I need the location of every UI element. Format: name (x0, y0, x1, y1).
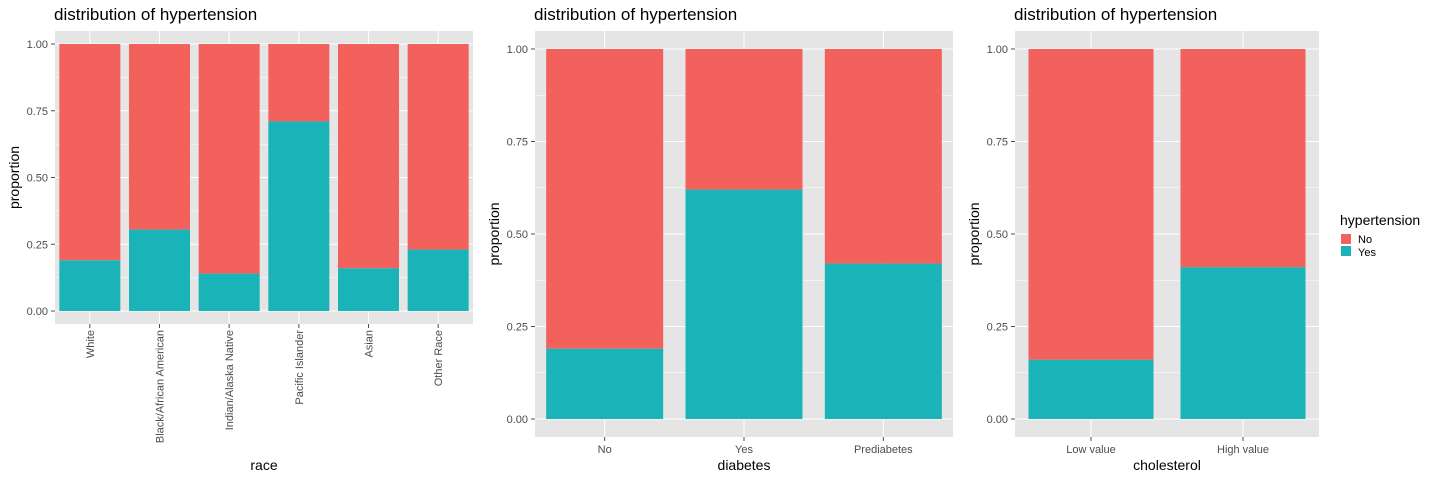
bar-yes-white (59, 260, 121, 311)
diabetes-y-tick-label: 0.50 (507, 229, 528, 241)
bar-no-indian-alaska-native (198, 44, 260, 274)
cholesterol-x-axis-label: cholesterol (1133, 457, 1201, 473)
bar-no-asian (338, 44, 399, 269)
bar-no-no (546, 49, 664, 349)
bar-no-low-value (1028, 49, 1154, 360)
cholesterol-y-tick-label: 0.25 (987, 322, 1008, 334)
cholesterol-y-tick-label: 0.75 (987, 137, 1008, 149)
bar-yes-low-value (1028, 359, 1154, 419)
legend-key-yes (1341, 246, 1351, 256)
x-tick-label-yes: Yes (735, 444, 753, 456)
bar-no-black-african-american (129, 44, 190, 230)
race-y-tick-label: 0.25 (27, 239, 48, 251)
race-y-tick-label: 0.50 (27, 173, 48, 185)
cholesterol-panel: 0.00 0.25 0.50 0.75 1.00 Low value High value d… (966, 5, 1319, 473)
bar-no-yes (685, 49, 803, 190)
legend-title: hypertension (1340, 212, 1420, 228)
diabetes-y-tick-label: 0.25 (507, 322, 528, 334)
bar-yes-black-african-american (129, 229, 190, 311)
bar-yes-high-value (1180, 267, 1306, 419)
bar-yes-asian (338, 268, 399, 311)
x-tick-label-white: White (85, 330, 97, 358)
bar-no-other-race (407, 44, 469, 250)
x-tick-label-prediabetes: Prediabetes (854, 444, 913, 456)
cholesterol-chart-title: distribution of hypertension (1014, 5, 1217, 24)
diabetes-y-tick-label: 0.75 (507, 137, 528, 149)
diabetes-x-axis-label: diabetes (718, 457, 771, 473)
bar-no-pacific-islander (268, 44, 330, 122)
race-chart-title: distribution of hypertension (54, 5, 257, 24)
x-tick-label-high-value: High value (1217, 444, 1269, 456)
legend-key-no (1341, 234, 1351, 244)
bar-no-prediabetes (824, 49, 942, 264)
bar-yes-prediabetes (824, 263, 942, 419)
bar-yes-indian-alaska-native (198, 273, 260, 311)
bar-no-white (59, 44, 121, 261)
diabetes-panel: 0.00 0.25 0.50 0.75 1.00 No Yes Prediabetes dist… (486, 5, 953, 473)
cholesterol-y-tick-label: 0.50 (987, 229, 1008, 241)
diabetes-y-axis-label: proportion (486, 202, 502, 265)
race-x-axis-label: race (250, 457, 277, 473)
bar-yes-no (546, 348, 664, 419)
x-tick-label-indian-alaska-native: Indian/Alaska Native (224, 330, 236, 430)
cholesterol-y-tick-label: 0.00 (987, 414, 1008, 426)
race-y-tick-label: 0.00 (27, 306, 48, 318)
cholesterol-y-axis-label: proportion (966, 202, 982, 265)
x-tick-label-low-value: Low value (1066, 444, 1116, 456)
legend-label-no: No (1358, 234, 1372, 246)
race-y-tick-label: 1.00 (27, 39, 48, 51)
x-tick-label-black-african-american: Black/African American (155, 330, 167, 443)
diabetes-y-tick-label: 0.00 (507, 414, 528, 426)
x-tick-label-pacific-islander: Pacific Islander (294, 330, 306, 405)
bar-yes-other-race (407, 249, 469, 311)
diabetes-y-tick-label: 1.00 (507, 44, 528, 56)
x-tick-label-asian: Asian (364, 330, 376, 358)
x-tick-label-no: No (598, 444, 612, 456)
race-y-axis-label: proportion (6, 146, 22, 209)
diabetes-chart-title: distribution of hypertension (534, 5, 737, 24)
race-panel: 0.00 0.25 0.50 0.75 1.00 White Black/African A… (6, 5, 473, 473)
x-tick-label-other-race: Other Race (433, 330, 445, 386)
legend-label-yes: Yes (1358, 247, 1376, 259)
bar-yes-pacific-islander (268, 121, 330, 312)
bar-no-high-value (1180, 49, 1306, 268)
bar-yes-yes (685, 189, 803, 419)
legend: hypertension No Yes (1340, 212, 1420, 259)
race-y-tick-label: 0.75 (27, 106, 48, 118)
cholesterol-y-tick-label: 1.00 (987, 44, 1008, 56)
